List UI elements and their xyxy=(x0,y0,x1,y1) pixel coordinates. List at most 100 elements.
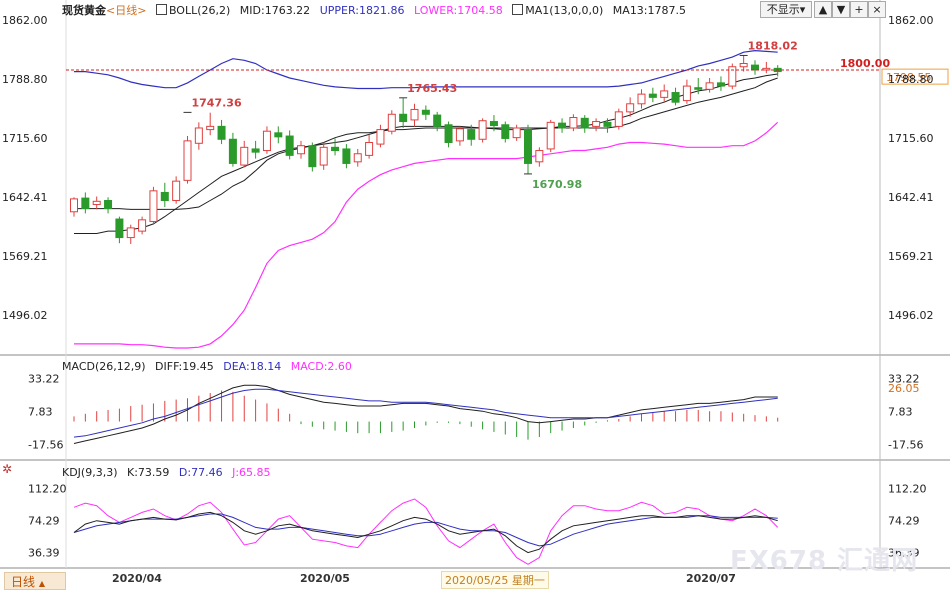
y-tick-right: 1715.60 xyxy=(888,132,934,145)
period-tab-label: 日线 xyxy=(11,575,36,589)
grid-lines xyxy=(0,0,950,569)
chevron-down-icon: ▾ xyxy=(799,3,806,16)
y-tick-right: 1496.02 xyxy=(888,309,934,322)
macd-tick-right: 33.22 xyxy=(888,373,920,386)
candle-body xyxy=(399,113,408,123)
candle-body xyxy=(671,92,680,103)
y-tick-left: 1715.60 xyxy=(2,132,48,145)
kdj-panel xyxy=(73,498,779,565)
y-tick-right: 1788.80 xyxy=(888,73,934,86)
macd-tick-left: 7.83 xyxy=(28,405,53,418)
candle-body xyxy=(160,191,169,202)
y-tick-right: 1862.00 xyxy=(888,14,934,27)
candle-body xyxy=(240,146,249,166)
close-panel-button[interactable]: × xyxy=(868,1,886,18)
macd-legend-macd: MACD:2.60 xyxy=(290,360,352,373)
candle-body xyxy=(149,190,158,222)
kdj-tick-right: 74.29 xyxy=(888,514,920,527)
candle-body xyxy=(342,148,351,164)
candle-body xyxy=(524,129,532,164)
candle-body xyxy=(262,130,271,152)
x-date-jul: 2020/07 xyxy=(686,572,736,585)
x-date-apr: 2020/04 xyxy=(112,572,162,585)
kdj-tick-right: 36.39 xyxy=(888,546,920,559)
candle-body xyxy=(614,111,623,127)
y-tick-left: 1569.21 xyxy=(2,250,48,263)
candle-body xyxy=(387,113,396,132)
candle-body xyxy=(648,93,657,98)
candle-body xyxy=(512,127,521,139)
candle-body xyxy=(126,227,135,239)
legend-lower: LOWER:1704.58 xyxy=(413,4,503,17)
kdj-k-line xyxy=(73,511,778,554)
candle-body xyxy=(274,132,283,138)
candle-body xyxy=(376,129,385,145)
candle-body xyxy=(489,121,498,127)
y-tick-right: 1642.41 xyxy=(888,191,934,204)
add-panel-button[interactable]: + xyxy=(850,1,868,18)
candle-body xyxy=(228,138,237,164)
candle-body xyxy=(637,93,646,105)
y-tick-left: 1862.00 xyxy=(2,14,48,27)
kdj-d-line xyxy=(73,513,778,547)
kdj-tick-left: 74.29 xyxy=(28,514,60,527)
candle-body xyxy=(319,146,328,166)
price-annotation: 1765.43 xyxy=(407,82,457,95)
kdj-legend-j: J:65.85 xyxy=(232,466,271,479)
candle-body xyxy=(410,108,419,121)
boll-upper-line xyxy=(74,49,778,90)
candle-body xyxy=(739,63,748,68)
candle-body xyxy=(592,121,601,127)
arrow-up-icon: ▲ xyxy=(818,3,828,16)
boll-lower-line xyxy=(74,121,779,349)
move-down-button[interactable]: ▼ xyxy=(832,1,850,18)
ma-checkbox-icon[interactable] xyxy=(512,4,524,15)
boll-mid-line xyxy=(74,77,778,210)
candle-body xyxy=(444,124,453,143)
ref-line-label: 1800.00 xyxy=(840,57,890,70)
kdj-legend-name: KDJ(9,3,3) xyxy=(62,466,118,479)
candle-body xyxy=(478,120,487,140)
candle-body xyxy=(751,64,759,71)
ma13-line xyxy=(74,73,778,234)
price-annotation: 1670.98 xyxy=(532,178,582,191)
kdj-legend-d: D:77.46 xyxy=(178,466,223,479)
candle-body xyxy=(546,121,555,150)
boll-checkbox-icon[interactable] xyxy=(155,4,167,15)
macd-dea-line xyxy=(73,388,778,438)
candle-body xyxy=(251,148,260,153)
macd-legend-name: MACD(26,12,9) xyxy=(62,360,146,373)
candle-body xyxy=(183,140,192,181)
hover-date-label: 2020/05/25 星期一 xyxy=(441,571,549,589)
main-legend: 现货黄金<日线> BOLL(26,2) MID:1763.22 UPPER:18… xyxy=(62,2,692,18)
legend-ma13: MA13:1787.5 xyxy=(612,4,687,17)
candle-body xyxy=(365,141,374,156)
macd-panel xyxy=(73,384,779,444)
y-tick-left: 1642.41 xyxy=(2,191,48,204)
macd-legend: MACD(26,12,9) DIFF:19.45 DEA:18.14 MACD:… xyxy=(62,360,358,373)
candle-body xyxy=(467,129,476,140)
macd-tick-left: -17.56 xyxy=(28,438,63,451)
candle-body xyxy=(569,117,578,129)
move-up-button[interactable]: ▲ xyxy=(814,1,832,18)
settings-gear-icon[interactable]: ✲ xyxy=(2,462,13,476)
candle-body xyxy=(694,87,703,90)
macd-tick-right: -17.56 xyxy=(888,438,923,451)
macd-diff-line xyxy=(73,384,778,444)
legend-period[interactable]: <日线> xyxy=(106,4,147,17)
candle-body xyxy=(297,145,305,155)
plus-icon: + xyxy=(854,3,864,16)
period-tab[interactable]: 日线 ▲ xyxy=(4,572,66,590)
hide-indicator-button[interactable]: 不显示▾ xyxy=(760,1,812,18)
macd-tick-left: 33.22 xyxy=(28,373,60,386)
candle-body xyxy=(138,219,147,232)
y-tick-left: 1496.02 xyxy=(2,309,48,322)
macd-tick-right: 7.83 xyxy=(888,405,913,418)
candle-body xyxy=(217,125,226,140)
candle-body xyxy=(206,125,215,131)
candle-body xyxy=(70,198,78,213)
candle-body xyxy=(285,135,294,156)
candle-body xyxy=(558,122,567,129)
